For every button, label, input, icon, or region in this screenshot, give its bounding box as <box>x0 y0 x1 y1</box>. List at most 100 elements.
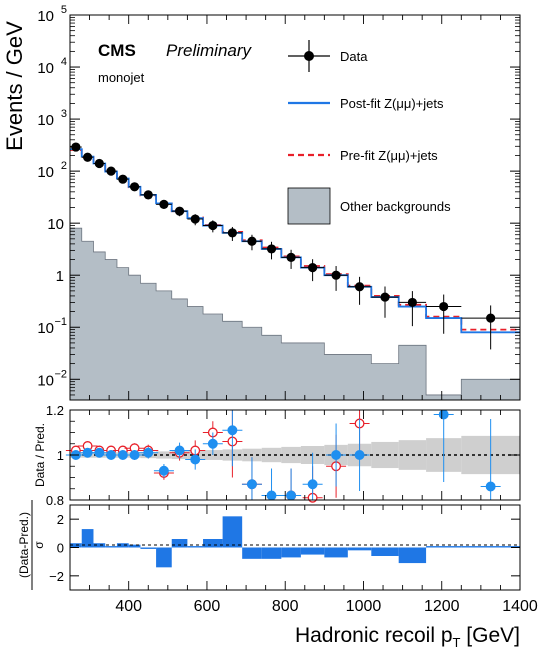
data-point <box>129 182 140 192</box>
data-point <box>159 199 169 209</box>
data-point <box>380 292 390 302</box>
pull-bar <box>70 543 82 548</box>
main-y-tick-exponent: 3 <box>61 108 67 120</box>
ratio-postfit-point <box>331 450 342 460</box>
main-y-tick-exponent: 4 <box>61 56 67 68</box>
pull-bar <box>171 539 188 548</box>
pull-ylabel-num: (Data-Pred.) <box>17 512 31 578</box>
ratio-postfit-point <box>485 481 496 492</box>
ratio-postfit-point <box>190 454 201 465</box>
main-y-tick-base: 10 <box>37 8 54 25</box>
main-ylabel: Events / GeV <box>2 21 27 151</box>
main-y-tick-exponent: −2 <box>54 368 67 380</box>
legend-other-swatch <box>287 187 331 225</box>
data-point <box>227 228 237 238</box>
main-y-tick-exponent: 5 <box>61 4 67 16</box>
legend: Data Post-fit Z(μμ)+jets Pre-fit Z(μμ)+j… <box>287 40 451 225</box>
pull-x-ticks <box>89 505 521 590</box>
ratio-y-ticks: 0.8 1 1.2 <box>46 403 520 508</box>
ratio-postfit-point <box>307 479 318 490</box>
main-y-tick-label: 10 <box>37 8 54 25</box>
pull-bar <box>324 547 348 558</box>
pull-bar <box>187 546 204 548</box>
ratio-postfit-point <box>247 479 257 490</box>
x-tick-label: 400 <box>115 598 142 615</box>
ratio-postfit-point <box>438 409 449 420</box>
x-axis-title: Hadronic recoil pT [GeV] <box>295 624 520 650</box>
ratio-postfit-point <box>266 490 277 501</box>
legend-prefit-label: Pre-fit Z(μμ)+jets <box>340 148 438 163</box>
other-backgrounds-hist <box>69 227 521 401</box>
ratio-band-bin <box>261 447 282 463</box>
data-point <box>354 282 365 292</box>
pull-bar <box>371 547 399 556</box>
cms-label: CMS <box>98 41 136 60</box>
pull-bar <box>156 547 172 568</box>
main-y-tick-label: 10 <box>37 372 54 389</box>
ratio-postfit-point <box>158 465 169 476</box>
ratio-postfit-point <box>227 425 238 436</box>
x-tick-label: 1000 <box>346 598 382 615</box>
pull-bar <box>426 546 462 548</box>
ratio-postfit-point <box>207 438 218 449</box>
main-y-tick-exponent: −1 <box>54 316 67 328</box>
data-point <box>94 158 104 169</box>
x-tick-label: 600 <box>194 598 221 615</box>
ratio-panel: 0.8 1 1.2 <box>46 403 521 508</box>
pull-bar <box>398 547 427 564</box>
data-point <box>143 190 153 200</box>
pull-ylabel-den: σ <box>32 541 46 549</box>
pull-bar <box>81 529 94 548</box>
data-point <box>308 263 318 273</box>
pull-y-tick-label: 0 <box>57 541 64 556</box>
main-y-tick-base: 10 <box>37 60 54 77</box>
data-point <box>266 244 277 254</box>
main-y-tick-label: 10 <box>37 164 54 181</box>
ratio-ylabel: Data / Pred. <box>33 423 47 487</box>
ratio-y-tick-label: 1.2 <box>46 403 64 418</box>
main-y-tick-base: 10 <box>37 112 54 129</box>
main-y-tick-label: 10 <box>37 60 54 77</box>
legend-data-label: Data <box>340 49 368 64</box>
ratio-points <box>65 409 501 503</box>
pull-bar <box>242 547 262 559</box>
data-point <box>71 142 81 152</box>
pull-bar <box>347 547 372 551</box>
pull-bar <box>222 516 243 548</box>
data-point <box>486 313 496 323</box>
main-y-tick-exponent: 2 <box>61 160 67 172</box>
ratio-y-tick-label: 0.8 <box>46 493 64 508</box>
pull-bar <box>116 543 129 548</box>
data-point <box>286 252 296 262</box>
data-points <box>70 142 520 350</box>
channel-label: monojet <box>98 70 145 85</box>
ratio-band-bin <box>156 451 172 459</box>
data-point <box>331 270 341 280</box>
main-y-tick-label: 10 <box>37 320 54 337</box>
legend-postfit-label: Post-fit Z(μμ)+jets <box>340 96 444 111</box>
pull-bars <box>70 516 520 568</box>
data-point <box>407 297 417 308</box>
legend-data-marker <box>304 51 314 61</box>
pull-bar <box>105 546 117 548</box>
data-point <box>118 174 128 184</box>
ratio-y-tick-label: 1 <box>57 448 64 463</box>
data-point <box>106 166 116 176</box>
data-point <box>190 214 200 224</box>
legend-other-label: Other backgrounds <box>340 199 451 214</box>
data-point <box>247 236 257 246</box>
main-y-tick-base: 10 <box>37 372 54 389</box>
main-y-tick-base: 10 <box>37 164 54 181</box>
pull-bar <box>128 544 141 548</box>
data-point <box>208 220 218 231</box>
main-x-ticks <box>89 15 521 400</box>
ratio-postfit-point <box>143 447 154 458</box>
pull-y-ticks: 2 0 −2 <box>49 512 520 584</box>
histogram-lines <box>70 148 520 334</box>
ratio-postfit-point <box>354 450 365 460</box>
pull-y-tick-label: 2 <box>57 512 64 527</box>
ratio-postfit-point <box>129 450 140 460</box>
x-tick-label: 800 <box>272 598 299 615</box>
